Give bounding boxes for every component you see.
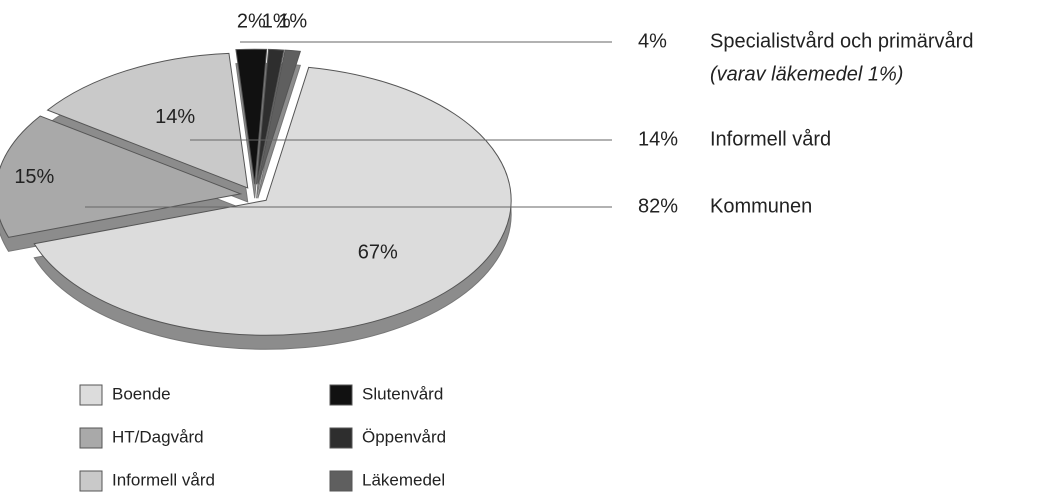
group-value: 4% (638, 30, 667, 52)
slice (46, 52, 249, 189)
legend-label: Informell vård (112, 470, 215, 489)
slice (256, 48, 285, 185)
data-label: 15% (14, 166, 54, 188)
group-value: 14% (638, 128, 678, 150)
legend-swatch (79, 427, 103, 449)
legend-swatch (79, 470, 103, 492)
data-label: 1% (262, 10, 291, 32)
data-label: 14% (155, 106, 195, 128)
legend-label: Boende (112, 384, 171, 403)
group-name: Informell vård (710, 128, 831, 150)
data-label: 2% (237, 10, 266, 32)
legend-label: Slutenvård (362, 384, 443, 403)
data-label: 1% (278, 10, 307, 32)
slice (235, 48, 268, 185)
legend-swatch (79, 384, 103, 406)
group-name: Specialistvård och primärvård (710, 30, 973, 52)
legend-swatch (329, 427, 353, 449)
slice (0, 115, 243, 238)
legend-swatch (329, 384, 353, 406)
legend-label: Öppenvård (362, 427, 446, 446)
slice (33, 66, 512, 336)
data-label: 67% (358, 241, 398, 263)
legend-label: HT/Dagvård (112, 427, 204, 446)
group-name: Kommunen (710, 195, 812, 217)
group-value: 82% (638, 195, 678, 217)
slice (257, 49, 302, 185)
legend-label: Läkemedel (362, 470, 445, 489)
legend-swatch (329, 470, 353, 492)
group-note: (varav läkemedel 1%) (710, 63, 903, 85)
